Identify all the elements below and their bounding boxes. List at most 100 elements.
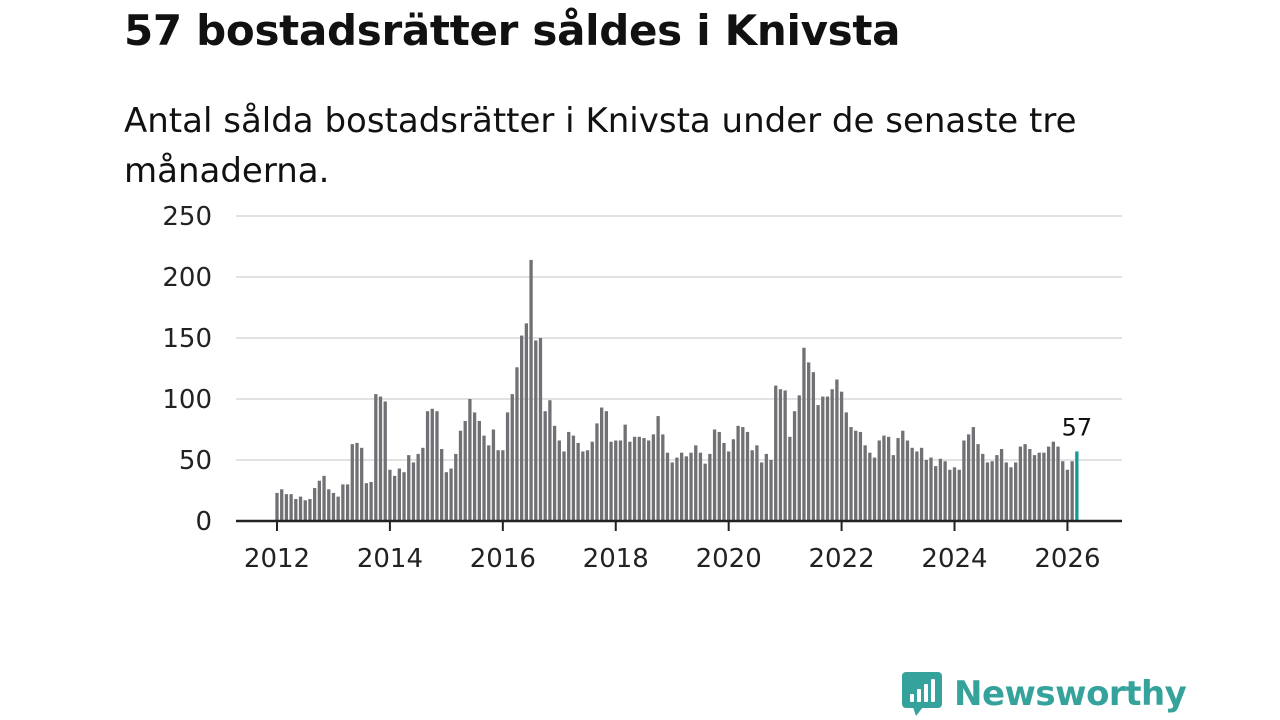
bar bbox=[322, 475, 326, 521]
bar bbox=[929, 457, 933, 521]
bar bbox=[505, 412, 510, 521]
bar bbox=[750, 450, 754, 521]
bar bbox=[449, 468, 453, 521]
bar bbox=[971, 427, 975, 521]
bar bbox=[821, 396, 825, 521]
bar bbox=[501, 450, 505, 521]
bar bbox=[745, 431, 750, 521]
bar bbox=[407, 455, 411, 521]
bar bbox=[600, 407, 604, 521]
bar bbox=[844, 412, 848, 521]
bar bbox=[327, 489, 331, 521]
bar bbox=[444, 472, 449, 521]
bar bbox=[317, 480, 321, 521]
last-value-label: 57 bbox=[1062, 413, 1093, 441]
bar bbox=[755, 445, 759, 521]
bar bbox=[731, 439, 736, 521]
bar bbox=[543, 411, 547, 521]
bar bbox=[595, 423, 599, 521]
bar bbox=[915, 451, 919, 521]
bar bbox=[797, 395, 801, 521]
bar bbox=[496, 450, 500, 521]
bar bbox=[538, 338, 543, 521]
bar bbox=[990, 461, 994, 521]
x-tick-label-2012: 2012 bbox=[244, 544, 310, 574]
bar bbox=[981, 453, 985, 521]
bar bbox=[1032, 455, 1037, 521]
bar bbox=[830, 389, 834, 521]
bar bbox=[383, 401, 387, 521]
bar bbox=[722, 442, 726, 521]
bar bbox=[1056, 446, 1060, 521]
bar bbox=[510, 394, 514, 521]
bar bbox=[1009, 467, 1013, 521]
bar bbox=[529, 259, 533, 521]
bar bbox=[614, 440, 618, 521]
bar bbox=[811, 372, 816, 521]
bar bbox=[628, 441, 632, 521]
bar bbox=[435, 411, 439, 521]
bar bbox=[468, 399, 472, 521]
bar bbox=[416, 453, 420, 521]
bar bbox=[440, 449, 444, 521]
bar bbox=[280, 489, 284, 521]
bar bbox=[482, 435, 486, 521]
newsworthy-logo: Newsworthy bbox=[902, 668, 1187, 720]
bar bbox=[421, 447, 425, 521]
bar bbox=[392, 475, 397, 521]
bar bbox=[905, 440, 910, 521]
bar bbox=[689, 452, 693, 521]
bar bbox=[872, 457, 877, 521]
bar bbox=[661, 434, 665, 521]
bar bbox=[985, 462, 990, 521]
bar bbox=[651, 434, 656, 521]
bar bbox=[402, 472, 406, 521]
bar bbox=[778, 389, 783, 521]
bar bbox=[698, 452, 703, 521]
bar bbox=[571, 435, 576, 521]
x-tick-label-2020: 2020 bbox=[696, 544, 762, 574]
chart-title: 57 bostadsrätter såldes i Knivsta bbox=[124, 6, 901, 55]
bar bbox=[548, 400, 552, 521]
y-tick-label-100: 100 bbox=[162, 385, 212, 415]
bar bbox=[741, 427, 745, 521]
y-tick-label-150: 150 bbox=[162, 324, 212, 354]
bar bbox=[665, 452, 670, 521]
bar bbox=[774, 385, 778, 521]
x-tick-label-2024: 2024 bbox=[921, 544, 987, 574]
bar bbox=[477, 420, 481, 521]
bar bbox=[943, 461, 947, 521]
x-tick-label-2014: 2014 bbox=[357, 544, 423, 574]
bar bbox=[454, 453, 458, 521]
bar bbox=[952, 467, 957, 521]
bar bbox=[312, 488, 317, 521]
bar bbox=[425, 411, 430, 521]
bar bbox=[675, 457, 679, 521]
bar bbox=[637, 436, 641, 521]
bar bbox=[887, 436, 891, 521]
bar bbox=[374, 394, 378, 521]
bar bbox=[1061, 461, 1065, 521]
bar bbox=[378, 396, 383, 521]
x-axis bbox=[236, 519, 1122, 531]
bar bbox=[1028, 449, 1032, 521]
bar bbox=[397, 468, 401, 521]
bar bbox=[364, 483, 369, 521]
bar bbox=[298, 496, 303, 521]
bar bbox=[618, 440, 623, 521]
bar bbox=[341, 484, 345, 521]
bar bbox=[303, 500, 307, 521]
bar bbox=[764, 453, 768, 521]
bar bbox=[275, 492, 279, 521]
bar bbox=[1018, 446, 1023, 521]
bar bbox=[336, 496, 340, 521]
bar bbox=[458, 430, 463, 521]
bar bbox=[924, 460, 928, 521]
bar bbox=[788, 436, 792, 521]
bar bbox=[557, 440, 561, 521]
bar bbox=[717, 431, 721, 521]
bar-highlight bbox=[1075, 451, 1079, 521]
bar bbox=[708, 453, 712, 521]
x-tick-label-2022: 2022 bbox=[809, 544, 875, 574]
y-axis-labels: 0 50 100 150 200 250 bbox=[162, 202, 212, 537]
